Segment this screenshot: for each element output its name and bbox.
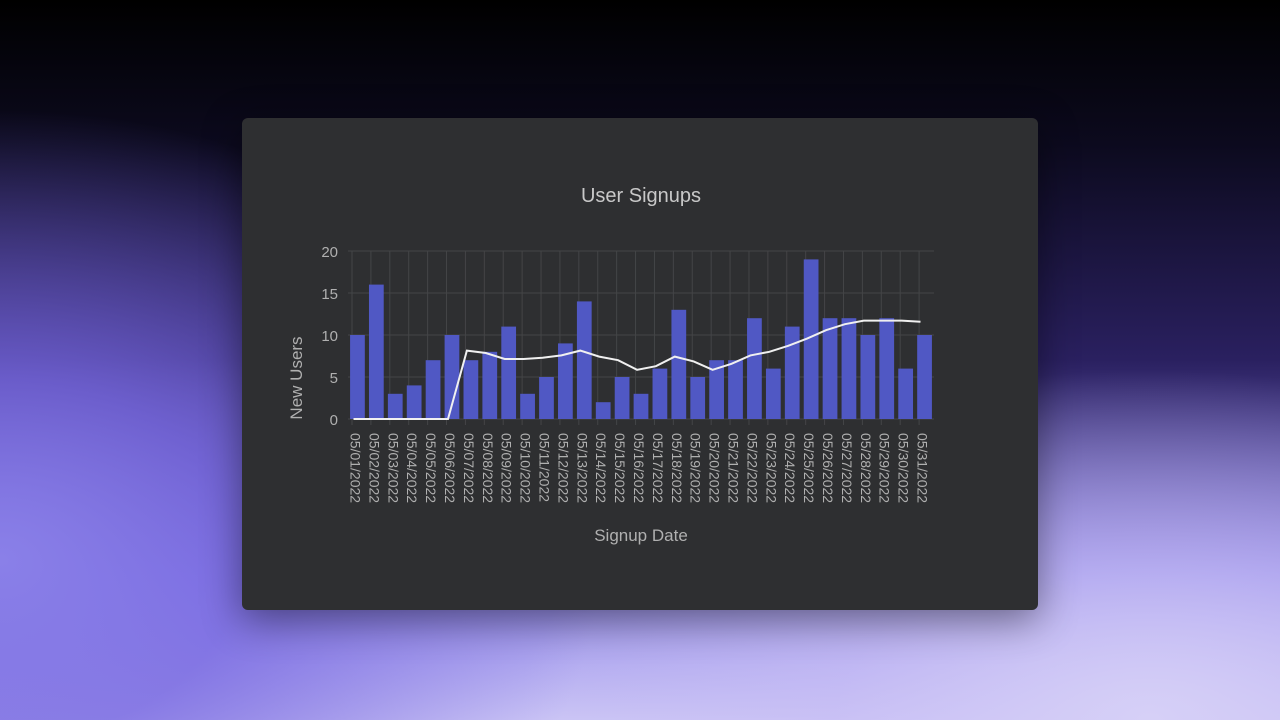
x-tick-label: 05/20/2022 bbox=[707, 433, 723, 503]
x-tick-label: 05/25/2022 bbox=[801, 433, 817, 503]
x-tick-label: 05/31/2022 bbox=[915, 433, 931, 503]
bar bbox=[652, 368, 668, 419]
chart-title: User Signups bbox=[581, 185, 701, 207]
chart-card: User Signups New Users Signup Date 0 5 10 1… bbox=[242, 118, 1038, 610]
x-tick-label: 05/30/2022 bbox=[896, 433, 912, 503]
rolling-average-line bbox=[353, 319, 921, 420]
x-tick-label: 05/17/2022 bbox=[650, 433, 666, 503]
x-tick-label: 05/19/2022 bbox=[688, 433, 704, 503]
bar bbox=[425, 360, 441, 419]
bar bbox=[765, 368, 781, 419]
bar bbox=[841, 318, 857, 419]
bar bbox=[387, 393, 403, 419]
bar bbox=[350, 335, 365, 419]
x-tick-label: 05/09/2022 bbox=[499, 433, 515, 503]
bar bbox=[803, 259, 819, 419]
bar bbox=[520, 393, 535, 419]
x-tick-label: 05/08/2022 bbox=[480, 433, 496, 503]
bar bbox=[860, 335, 876, 419]
x-tick-label: 05/14/2022 bbox=[593, 433, 609, 503]
bar bbox=[406, 385, 422, 419]
bar bbox=[747, 318, 762, 419]
x-tick-label: 05/10/2022 bbox=[518, 433, 534, 503]
user-signups-chart: User Signups New Users Signup Date 0 5 10 1… bbox=[287, 185, 934, 545]
x-tick-label: 05/27/2022 bbox=[839, 433, 855, 503]
y-tick-label: 20 bbox=[321, 244, 338, 261]
bar bbox=[671, 309, 687, 419]
x-tick-label: 05/03/2022 bbox=[385, 433, 401, 503]
x-tick-label: 05/01/2022 bbox=[347, 433, 363, 503]
x-axis-label: Signup Date bbox=[594, 526, 688, 545]
bar bbox=[558, 343, 573, 419]
x-tick-label: 05/07/2022 bbox=[461, 433, 477, 503]
y-tick-label: 15 bbox=[321, 286, 338, 303]
y-axis-ticks: 0 5 10 15 20 bbox=[321, 244, 338, 429]
x-tick-label: 05/26/2022 bbox=[820, 433, 836, 503]
bar bbox=[879, 318, 895, 419]
bar bbox=[822, 318, 838, 419]
bar bbox=[784, 326, 800, 419]
x-axis-ticks: 05/01/2022 05/02/2022 05/03/2022 05/04/2022… bbox=[347, 433, 930, 503]
y-tick-label: 10 bbox=[321, 328, 338, 345]
x-tick-label: 05/28/2022 bbox=[858, 433, 874, 503]
x-tick-label: 05/02/2022 bbox=[366, 433, 382, 503]
bar bbox=[576, 301, 592, 419]
x-tick-label: 05/11/2022 bbox=[536, 433, 552, 502]
x-tick-label: 05/22/2022 bbox=[744, 433, 760, 503]
bar bbox=[463, 360, 479, 419]
x-tick-label: 05/12/2022 bbox=[555, 433, 571, 503]
bar bbox=[917, 335, 932, 419]
y-axis-label: New Users bbox=[287, 336, 306, 419]
x-tick-label: 05/29/2022 bbox=[877, 433, 893, 503]
bar bbox=[539, 377, 554, 419]
bar bbox=[690, 377, 706, 419]
bar bbox=[501, 326, 517, 419]
x-tick-label: 05/21/2022 bbox=[726, 433, 742, 503]
bar bbox=[898, 368, 914, 419]
bar bbox=[709, 360, 724, 419]
x-tick-label: 05/13/2022 bbox=[574, 433, 590, 503]
x-tick-label: 05/18/2022 bbox=[669, 433, 685, 503]
x-tick-label: 05/16/2022 bbox=[631, 433, 647, 503]
bar-series bbox=[350, 259, 932, 419]
x-tick-label: 05/24/2022 bbox=[782, 433, 798, 503]
x-tick-label: 05/06/2022 bbox=[442, 433, 458, 503]
x-tick-label: 05/23/2022 bbox=[763, 433, 779, 503]
bar bbox=[633, 393, 649, 419]
bar bbox=[614, 377, 630, 419]
x-tick-label: 05/04/2022 bbox=[404, 433, 420, 503]
bar bbox=[482, 351, 498, 419]
y-tick-label: 0 bbox=[330, 412, 338, 429]
y-tick-label: 5 bbox=[330, 370, 338, 387]
x-tick-label: 05/15/2022 bbox=[612, 433, 628, 503]
x-tick-label: 05/05/2022 bbox=[423, 433, 439, 503]
bar bbox=[595, 402, 611, 419]
bar bbox=[444, 335, 460, 419]
bar bbox=[368, 284, 384, 419]
bar bbox=[728, 360, 743, 419]
